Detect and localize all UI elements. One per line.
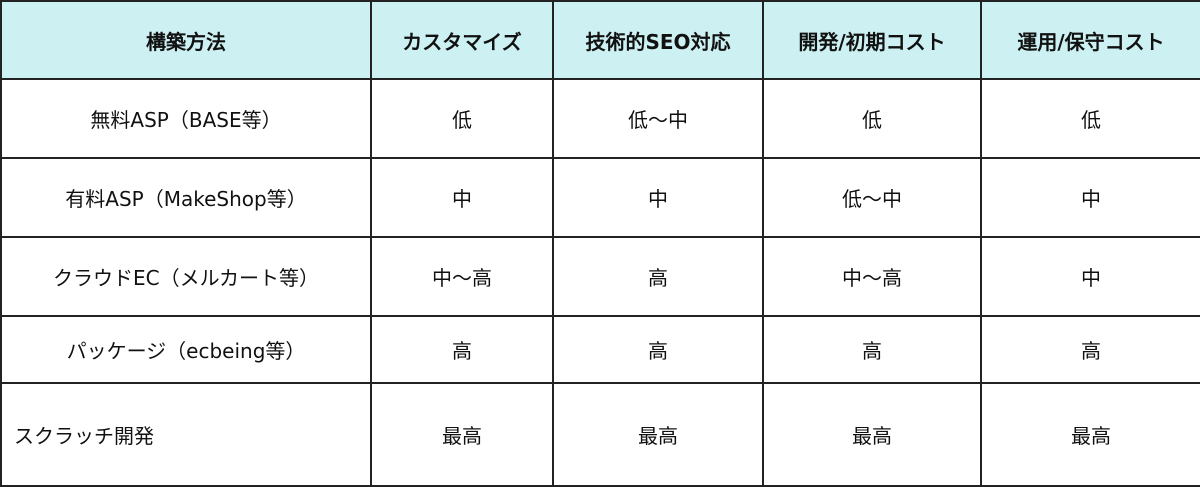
header-method: 構築方法 xyxy=(0,0,372,80)
cell: 最高 xyxy=(980,382,1200,487)
row-label: クラウドEC（メルカート等） xyxy=(0,236,372,317)
table-row: スクラッチ開発 最高 最高 最高 最高 xyxy=(0,382,1200,487)
cell: 低〜中 xyxy=(552,78,764,159)
cell: 高 xyxy=(980,315,1200,384)
header-seo: 技術的SEO対応 xyxy=(552,0,764,80)
cell: 高 xyxy=(552,236,764,317)
cell: 中 xyxy=(980,157,1200,238)
header-customize: カスタマイズ xyxy=(370,0,554,80)
cell: 最高 xyxy=(762,382,982,487)
cell: 中 xyxy=(370,157,554,238)
cell: 高 xyxy=(552,315,764,384)
cell: 中 xyxy=(552,157,764,238)
cell: 低 xyxy=(762,78,982,159)
cell: 低 xyxy=(370,78,554,159)
cell: 中 xyxy=(980,236,1200,317)
cell: 最高 xyxy=(552,382,764,487)
table-row: クラウドEC（メルカート等） 中〜高 高 中〜高 中 xyxy=(0,236,1200,317)
cell: 最高 xyxy=(370,382,554,487)
row-label: パッケージ（ecbeing等） xyxy=(0,315,372,384)
table-row: 無料ASP（BASE等） 低 低〜中 低 低 xyxy=(0,78,1200,159)
cell: 低〜中 xyxy=(762,157,982,238)
cell: 低 xyxy=(980,78,1200,159)
cell: 高 xyxy=(370,315,554,384)
row-label: 無料ASP（BASE等） xyxy=(0,78,372,159)
header-maintenance-cost: 運用/保守コスト xyxy=(980,0,1200,80)
header-row: 構築方法 カスタマイズ 技術的SEO対応 開発/初期コスト 運用/保守コスト xyxy=(0,0,1200,80)
row-label: スクラッチ開発 xyxy=(0,382,372,487)
header-initial-cost: 開発/初期コスト xyxy=(762,0,982,80)
row-label: 有料ASP（MakeShop等） xyxy=(0,157,372,238)
cell: 高 xyxy=(762,315,982,384)
table-row: パッケージ（ecbeing等） 高 高 高 高 xyxy=(0,315,1200,384)
cell: 中〜高 xyxy=(762,236,982,317)
cell: 中〜高 xyxy=(370,236,554,317)
table-row: 有料ASP（MakeShop等） 中 中 低〜中 中 xyxy=(0,157,1200,238)
